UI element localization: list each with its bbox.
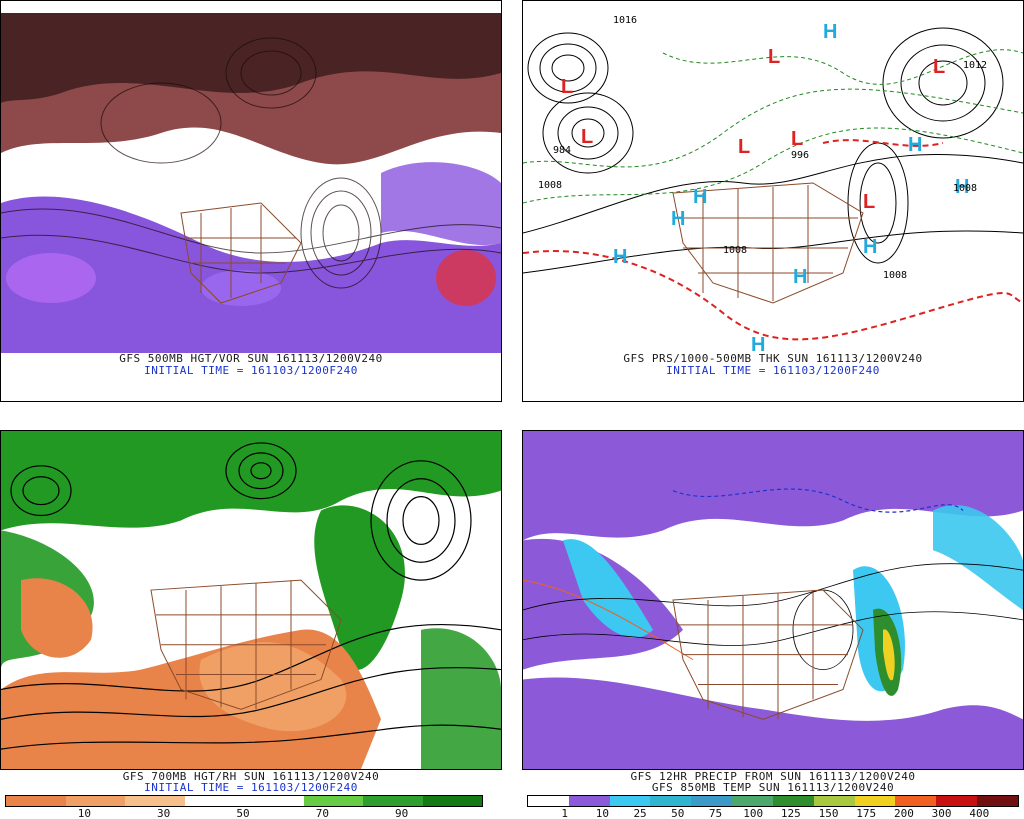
legend-swatch	[732, 796, 773, 806]
legend-swatch	[609, 796, 651, 806]
isobar-value: 1008	[953, 183, 977, 194]
legend-tick-label: 50	[236, 807, 250, 819]
initial-time: INITIAL TIME = 161103/1200F240	[666, 364, 880, 377]
legend-tick-label: 10	[595, 807, 609, 819]
high-pressure-label: H	[751, 334, 765, 353]
precip-legend-ticks: 1 10 25 50 75 100 125 150 175 200 300 400	[527, 807, 1017, 819]
relative-humidity-map	[0, 430, 502, 770]
legend-tick-label: 1	[561, 807, 568, 819]
legend-tick-label: 125	[780, 807, 801, 819]
legend-swatch	[65, 796, 125, 806]
high-pressure-label: H	[671, 208, 685, 230]
panel-title: GFS 700MB HGT/RH SUN 161113/1200V240	[122, 770, 380, 783]
panel-title: GFS PRS/1000-500MB THK SUN 161113/1200V2…	[623, 352, 923, 365]
low-pressure-label: L	[791, 128, 803, 150]
isobar-value: 1008	[538, 180, 562, 191]
pressure-thickness-map: L L L L L L L H H H H H H H H H 1016 100…	[523, 13, 1023, 353]
precipitation-map	[522, 430, 1024, 770]
legend-swatch	[184, 796, 244, 806]
low-pressure-label: L	[581, 126, 593, 148]
legend-swatch	[363, 796, 423, 806]
high-pressure-label: H	[693, 186, 707, 208]
panel-700mb-hgt-rh: GFS 700MB HGT/RH SUN 161113/1200V240 INI…	[0, 418, 502, 819]
isobar-value: 1012	[963, 60, 987, 71]
initial-time: INITIAL TIME = 161103/1200F240	[144, 781, 358, 794]
low-pressure-label: L	[738, 136, 750, 158]
legend-tick-label: 400	[969, 807, 990, 819]
legend-swatch	[6, 796, 66, 806]
legend-swatch	[977, 796, 1018, 806]
isobar-value: 984	[553, 145, 571, 156]
legend-tick-label: 75	[708, 807, 723, 819]
legend-tick-label: 175	[856, 807, 877, 819]
isobar-value: 1008	[883, 270, 907, 281]
legend-swatch	[568, 796, 610, 806]
high-pressure-label: H	[793, 266, 807, 288]
panel-precip-850mb-temp: GFS 12HR PRECIP FROM SUN 161113/1200V240…	[522, 418, 1024, 819]
low-pressure-label: L	[768, 46, 780, 68]
legend-swatch	[422, 796, 482, 806]
legend-tick-label: 300	[931, 807, 952, 819]
legend-swatch	[772, 796, 814, 806]
low-pressure-label: L	[933, 56, 945, 78]
panel-title: GFS 12HR PRECIP FROM SUN 161113/1200V240	[630, 770, 916, 783]
legend-swatch	[303, 796, 363, 806]
legend-tick-label: 50	[671, 807, 685, 819]
legend-tick-label: 70	[315, 807, 329, 819]
legend-swatch	[813, 796, 855, 806]
isobar-value: 1016	[613, 15, 637, 26]
low-pressure-label: L	[863, 191, 875, 213]
panel-subtitle: GFS 850MB TEMP SUN 161113/1200V240	[651, 781, 895, 794]
panel-title: GFS 500MB HGT/VOR SUN 161113/1200V240	[119, 352, 383, 365]
high-pressure-label: H	[955, 176, 969, 198]
high-pressure-label: H	[908, 134, 922, 156]
isobar-value: 1008	[723, 245, 747, 256]
rh-color-legend	[5, 795, 483, 807]
legend-swatch	[936, 796, 978, 806]
legend-swatch	[854, 796, 896, 806]
legend-tick-label: 30	[157, 807, 171, 819]
legend-tick-label: 100	[743, 807, 764, 819]
legend-tick-label: 90	[395, 807, 409, 819]
legend-swatch	[650, 796, 692, 806]
low-pressure-label: L	[561, 76, 573, 98]
legend-tick-label: 25	[633, 807, 647, 819]
isobar-value: 996	[791, 150, 809, 161]
legend-tick-label: 200	[893, 807, 914, 819]
panel-prs-thickness: L L L L L L L H H H H H H H H H 1016 100…	[522, 0, 1024, 402]
legend-swatch	[691, 796, 733, 806]
legend-swatch	[895, 796, 937, 806]
legend-swatch	[125, 796, 185, 806]
precip-color-legend	[527, 795, 1019, 807]
legend-tick-label: 10	[77, 807, 91, 819]
rh-legend-ticks: 10 30 50 70 90	[5, 807, 481, 819]
high-pressure-label: H	[863, 236, 877, 258]
legend-swatch	[244, 796, 304, 806]
legend-swatch	[528, 796, 569, 806]
initial-time: INITIAL TIME = 161103/1200F240	[144, 364, 358, 377]
legend-tick-label: 150	[818, 807, 839, 819]
high-pressure-label: H	[823, 21, 837, 43]
high-pressure-label: H	[613, 246, 627, 268]
vorticity-map	[1, 13, 501, 353]
panel-500mb-hgt-vor: GFS 500MB HGT/VOR SUN 161113/1200V240 IN…	[0, 0, 502, 402]
